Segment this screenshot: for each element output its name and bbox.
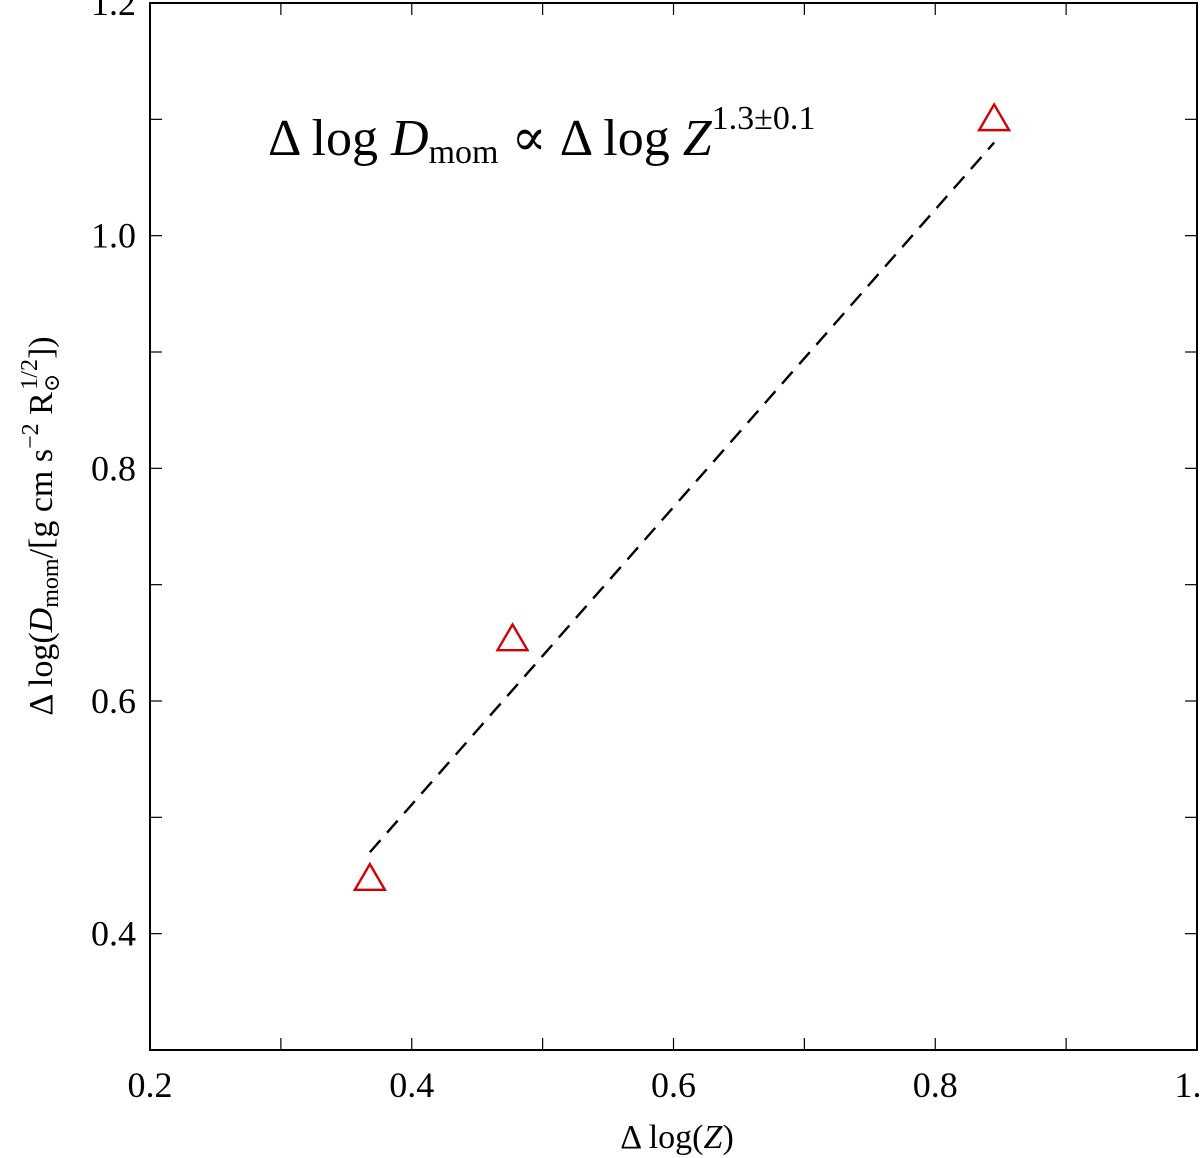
data-point-triangle <box>352 861 387 891</box>
y-tick-label: 1.0 <box>91 216 136 256</box>
axis-ticks <box>150 3 1197 1050</box>
x-tick-label: 1.0 <box>1175 1065 1200 1105</box>
data-point-triangle <box>977 102 1012 132</box>
x-tick-label: 0.4 <box>389 1065 434 1105</box>
y-tick-label: 1.2 <box>91 0 136 23</box>
x-tick-label: 0.2 <box>128 1065 173 1105</box>
fit-line <box>368 141 996 854</box>
x-tick-label: 0.6 <box>651 1065 696 1105</box>
y-tick-label: 0.4 <box>91 914 136 954</box>
data-point-triangle <box>495 622 530 652</box>
y-axis-label: Δ log(Dmom/[g cm s−2 R⊙1/2]) <box>17 336 64 715</box>
tick-labels: 0.2 0.4 0.6 0.8 1.0 0.4 0.6 0.8 1.0 1.2 <box>91 0 1200 1105</box>
data-markers <box>352 102 1012 891</box>
x-tick-label: 0.8 <box>913 1065 958 1105</box>
fit-annotation: Δ log Dmom ∝ Δ log Z1.3±0.1 <box>268 100 815 175</box>
fit-line-group <box>368 141 996 854</box>
x-axis-label: Δ log(Z) <box>620 1119 734 1156</box>
y-tick-label: 0.6 <box>91 681 136 721</box>
y-tick-label: 0.8 <box>91 448 136 488</box>
